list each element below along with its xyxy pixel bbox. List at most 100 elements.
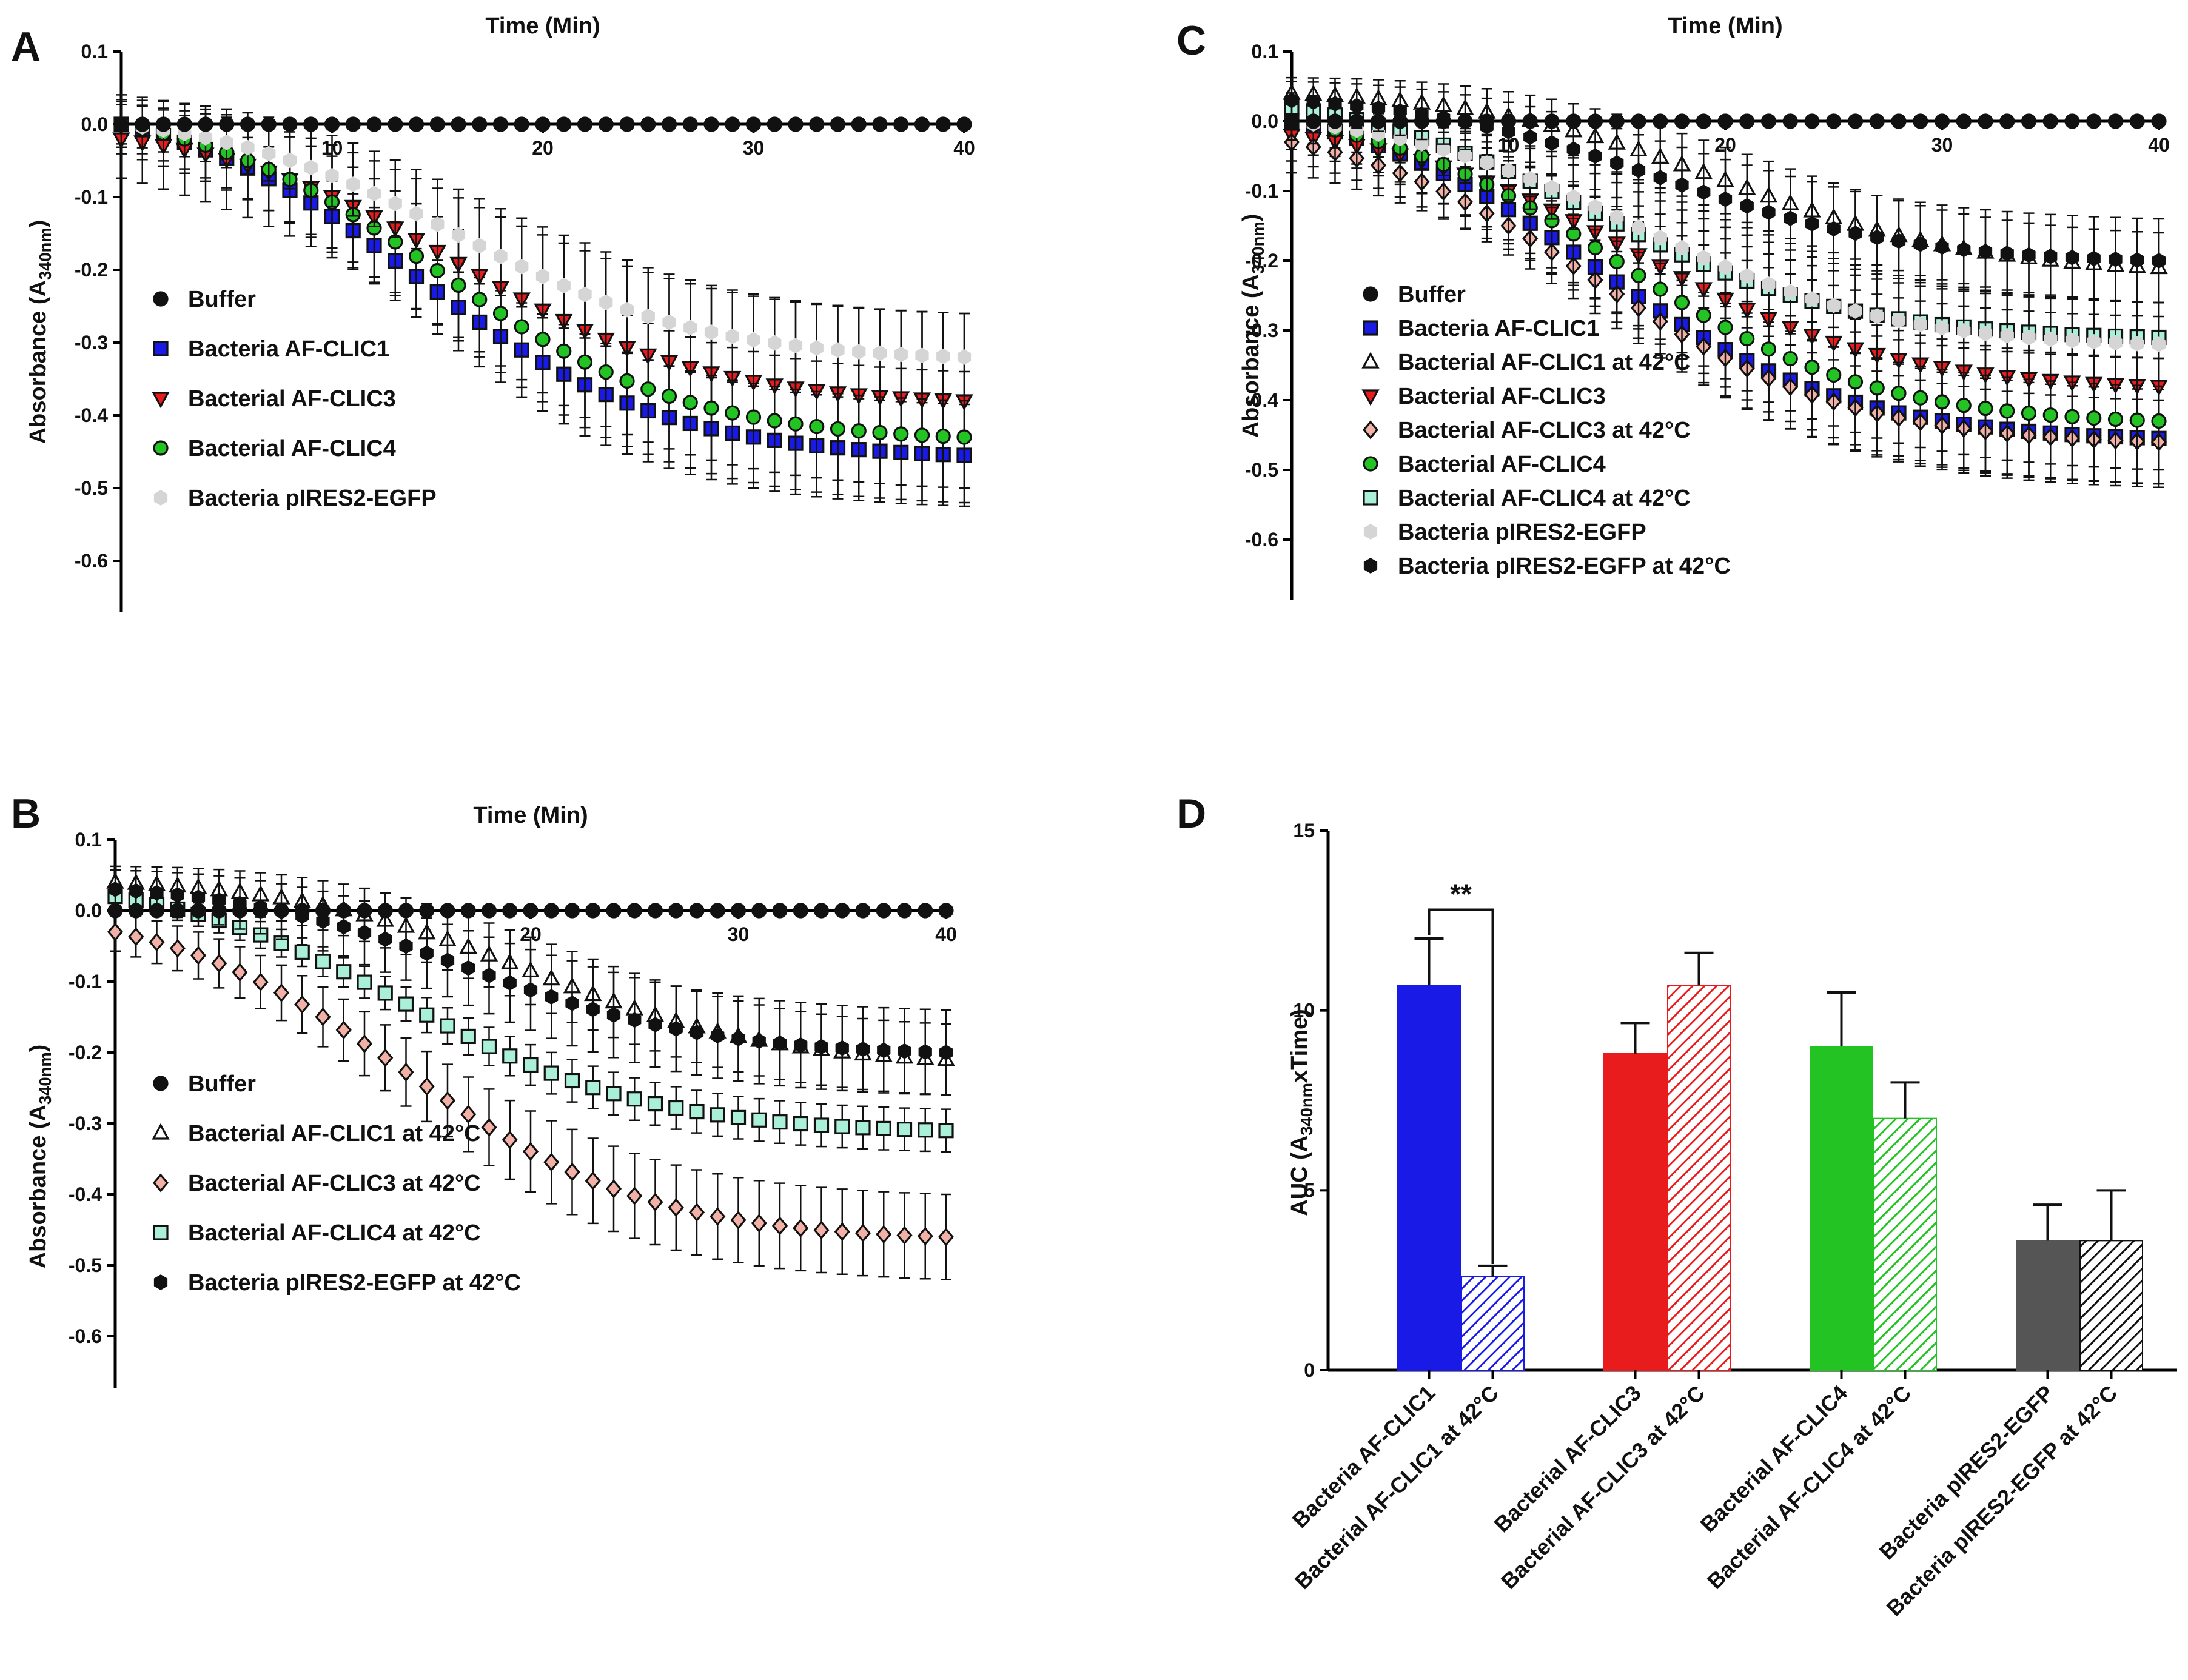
data-point (346, 176, 360, 192)
x-tick-label: 30 (1931, 134, 1953, 156)
data-point (2151, 113, 2167, 129)
data-point (198, 116, 213, 132)
data-point (809, 419, 825, 435)
data-point (626, 1091, 642, 1107)
data-point (523, 982, 538, 998)
data-point (851, 116, 867, 132)
data-point (813, 903, 830, 919)
data-point (662, 314, 676, 330)
data-point (1891, 113, 1907, 129)
data-point (2107, 113, 2124, 129)
legend-marker-clic1_42 (152, 1123, 170, 1140)
data-point (211, 903, 227, 919)
data-point (814, 1039, 828, 1055)
data-point (294, 903, 310, 919)
data-point (640, 116, 656, 132)
data-point (420, 945, 434, 962)
data-point (1957, 323, 1971, 339)
data-point (1653, 281, 1668, 297)
bar (1397, 985, 1461, 1371)
data-point (668, 1100, 684, 1116)
data-point (1827, 297, 1841, 313)
data-point (2044, 248, 2058, 264)
y-tick-label: -0.6 (1245, 529, 1278, 551)
data-point (378, 931, 392, 948)
data-point (2109, 251, 2123, 267)
data-point (169, 939, 186, 958)
data-point (852, 344, 866, 360)
data-point (1848, 303, 1862, 319)
data-point (731, 1031, 745, 1046)
data-point (1718, 259, 1733, 275)
data-point (877, 1042, 891, 1059)
data-point (128, 903, 144, 919)
legend-label: Bacteria AF-CLIC1 (1398, 316, 1599, 341)
data-point (1826, 367, 1842, 383)
y-tick-label: -0.1 (75, 186, 108, 208)
data-point (1978, 401, 1993, 417)
bar (1603, 1053, 1667, 1371)
data-point (710, 903, 725, 919)
data-point (451, 116, 466, 132)
legend-label: Bacterial AF-CLIC3 (188, 386, 396, 412)
data-point (2129, 113, 2145, 129)
data-point (669, 1021, 683, 1037)
data-point (834, 1222, 850, 1242)
data-point (585, 903, 601, 919)
data-point (745, 409, 762, 425)
data-point (935, 428, 951, 444)
data-point (1674, 295, 1690, 310)
chart-title: Time (Min) (473, 803, 588, 828)
data-point (1804, 360, 1820, 375)
data-point (813, 1117, 830, 1133)
significance-bracket (1428, 908, 1494, 1264)
data-point (565, 995, 579, 1011)
data-point (294, 995, 310, 1014)
chart-title: Time (Min) (1668, 13, 1782, 39)
data-point (1631, 267, 1646, 284)
data-point (918, 903, 933, 919)
data-point (1978, 326, 1993, 341)
data-point (502, 903, 518, 919)
y-tick-label: 0.0 (81, 113, 108, 135)
x-tick-label: 40 (953, 137, 975, 159)
data-point (585, 1080, 601, 1096)
y-tick-label: -0.5 (69, 1254, 102, 1276)
data-point (1631, 219, 1646, 235)
data-point (856, 1041, 870, 1057)
x-tick-label: 20 (532, 137, 554, 159)
data-point (830, 116, 846, 132)
data-point (1956, 113, 1972, 129)
data-point (1913, 236, 1927, 252)
data-point (535, 332, 551, 347)
data-point (956, 116, 972, 132)
data-point (938, 1123, 954, 1139)
data-point (543, 903, 559, 919)
panel-letter-d: D (1176, 791, 1206, 837)
data-point (556, 116, 572, 132)
data-point (830, 421, 846, 437)
data-point (915, 347, 929, 364)
data-point (170, 903, 186, 919)
data-point (773, 1035, 787, 1051)
data-point (648, 1017, 662, 1032)
data-point (211, 954, 227, 973)
data-point (377, 985, 393, 1001)
data-point (1804, 113, 1820, 129)
data-point (492, 306, 509, 321)
bar (2079, 1240, 2143, 1371)
data-point (1545, 179, 1559, 196)
data-point (578, 286, 592, 303)
y-axis-label: Absorbance (A340nm) (1238, 214, 1267, 438)
y-tick-label: -0.1 (69, 971, 102, 992)
data-point (1784, 284, 1797, 300)
data-point (1350, 98, 1364, 114)
legend-label: Buffer (1398, 282, 1466, 307)
data-point (585, 1171, 601, 1191)
data-point (751, 903, 767, 919)
data-point (481, 1118, 497, 1137)
data-point (894, 346, 908, 363)
data-point (935, 116, 951, 132)
data-point (747, 332, 760, 348)
data-point (688, 1203, 705, 1222)
